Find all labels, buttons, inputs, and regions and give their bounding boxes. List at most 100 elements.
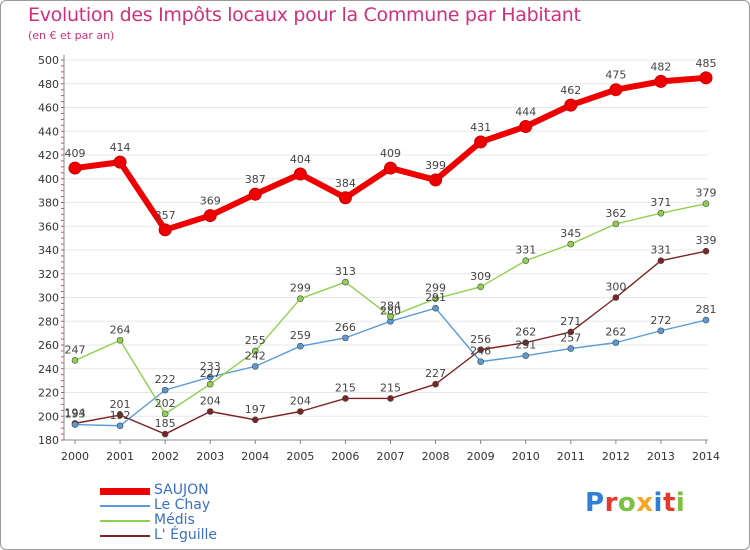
y-tick-label: 460 xyxy=(38,102,59,115)
proxiti-logo: Proxiti xyxy=(585,488,685,518)
data-label: 379 xyxy=(696,187,717,200)
x-tick-label: 2004 xyxy=(241,450,269,463)
data-label: 309 xyxy=(470,270,491,283)
y-tick-label: 360 xyxy=(38,220,59,233)
data-point xyxy=(116,422,124,430)
data-label: 384 xyxy=(335,177,356,190)
data-label: 313 xyxy=(335,265,356,278)
logo-letter: i xyxy=(675,488,686,518)
data-point xyxy=(567,345,575,352)
data-point xyxy=(297,295,304,302)
data-label: 242 xyxy=(245,349,266,362)
y-tick-label: 500 xyxy=(38,54,59,67)
data-point xyxy=(387,395,394,402)
x-tick-label: 2007 xyxy=(377,450,405,463)
data-label: 475 xyxy=(605,69,626,82)
data-point xyxy=(564,98,578,112)
y-tick-label: 240 xyxy=(38,363,59,376)
logo-letter: i xyxy=(653,488,663,518)
x-tick-label: 2014 xyxy=(692,450,720,463)
data-point xyxy=(203,209,217,223)
data-point xyxy=(477,283,484,291)
x-tick-label: 2002 xyxy=(151,450,179,463)
data-label: 246 xyxy=(470,345,491,358)
data-point xyxy=(432,295,439,302)
data-label: 201 xyxy=(110,398,131,411)
data-point xyxy=(293,167,307,181)
data-point xyxy=(116,411,124,419)
data-label: 280 xyxy=(380,304,401,317)
data-label: 291 xyxy=(425,291,446,304)
data-label: 266 xyxy=(335,321,356,334)
data-label: 262 xyxy=(515,326,536,339)
data-point xyxy=(432,304,439,312)
data-label: 233 xyxy=(200,360,221,373)
data-label: 444 xyxy=(515,106,536,119)
data-label: 462 xyxy=(560,84,581,97)
data-point xyxy=(297,408,304,415)
data-point xyxy=(338,191,352,205)
data-label: 222 xyxy=(155,373,176,386)
y-tick-label: 260 xyxy=(38,339,59,352)
data-point xyxy=(477,346,484,354)
data-point xyxy=(342,334,349,342)
data-point xyxy=(609,83,623,97)
y-tick-label: 280 xyxy=(38,315,59,328)
y-tick-label: 300 xyxy=(38,292,59,305)
data-label: 259 xyxy=(290,329,311,342)
y-tick-label: 380 xyxy=(38,197,59,210)
data-point xyxy=(297,342,304,350)
data-label: 227 xyxy=(200,367,221,380)
data-label: 257 xyxy=(560,332,581,345)
data-label: 202 xyxy=(155,397,176,410)
data-point xyxy=(567,240,575,248)
data-point xyxy=(251,416,259,424)
data-label: 227 xyxy=(425,367,446,380)
y-tick-label: 200 xyxy=(38,410,59,423)
data-label: 281 xyxy=(696,303,717,316)
legend-label: L' Éguille xyxy=(154,527,217,543)
y-tick-label: 480 xyxy=(38,78,59,91)
y-tick-label: 440 xyxy=(38,125,59,138)
data-label: 192 xyxy=(110,409,131,422)
data-point xyxy=(657,257,665,264)
y-tick-label: 180 xyxy=(38,434,59,447)
data-point xyxy=(567,328,575,336)
legend-label: Médis xyxy=(154,512,195,528)
data-label: 362 xyxy=(605,207,626,220)
y-tick-label: 400 xyxy=(38,173,59,186)
legend-swatch xyxy=(100,505,150,507)
data-point xyxy=(161,410,169,418)
x-tick-label: 2011 xyxy=(557,450,585,463)
x-tick-label: 2008 xyxy=(422,450,450,463)
x-tick-label: 2001 xyxy=(106,450,134,463)
data-label: 194 xyxy=(65,406,86,419)
data-label: 357 xyxy=(155,209,176,222)
data-label: 331 xyxy=(650,244,671,257)
x-tick-label: 2000 xyxy=(61,450,89,463)
data-label: 256 xyxy=(470,333,491,346)
data-point xyxy=(71,421,79,428)
chart-title: Evolution des Impôts locaux pour la Comm… xyxy=(28,4,581,26)
logo-letter: x xyxy=(636,488,654,518)
data-label: 404 xyxy=(290,153,311,166)
data-label: 204 xyxy=(200,395,221,408)
data-point xyxy=(206,380,214,388)
data-label: 215 xyxy=(380,381,401,394)
data-label: 272 xyxy=(650,314,671,327)
data-point xyxy=(522,339,530,346)
data-point xyxy=(384,161,397,175)
data-label: 345 xyxy=(560,227,581,240)
legend-swatch xyxy=(100,520,150,522)
data-label: 409 xyxy=(65,147,86,160)
data-point xyxy=(612,294,620,301)
data-point xyxy=(161,430,169,438)
data-label: 299 xyxy=(425,282,446,295)
data-point xyxy=(251,363,259,370)
data-label: 387 xyxy=(245,173,266,186)
legend-label: Le Chay xyxy=(154,497,211,513)
x-tick-label: 2010 xyxy=(512,450,540,463)
data-label: 414 xyxy=(110,141,131,154)
data-label: 197 xyxy=(245,403,266,416)
